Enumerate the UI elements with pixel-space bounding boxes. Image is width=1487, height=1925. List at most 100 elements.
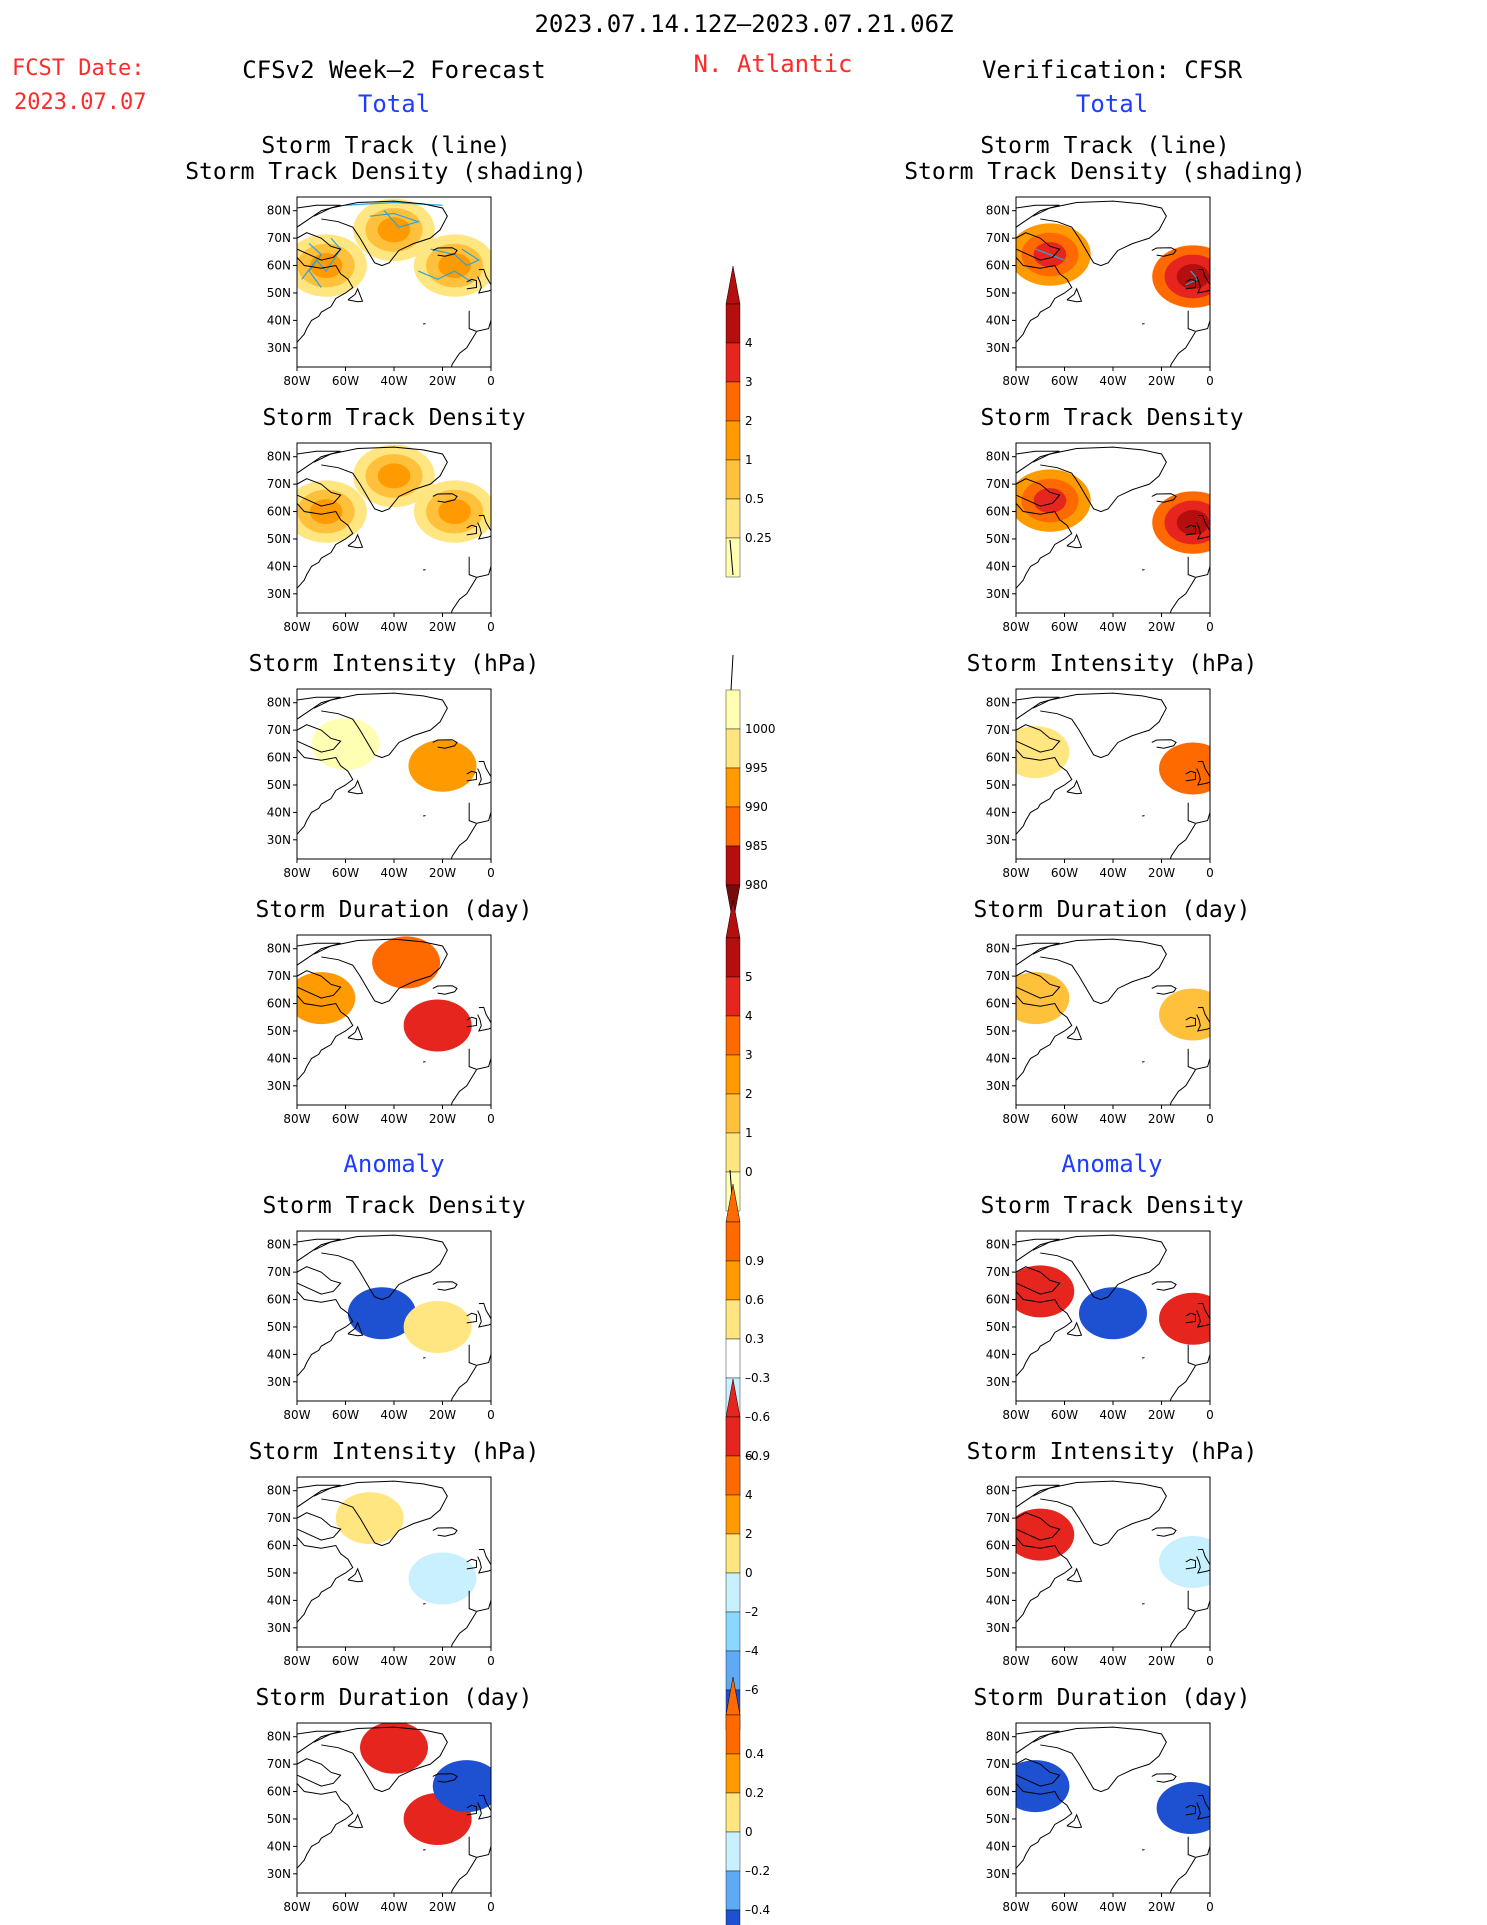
coastline-africa [1169,1365,1196,1401]
coastline-africa [1169,1611,1196,1647]
colorbar-label: 1 [745,1126,753,1140]
period-title: 2023.07.14.12Z–2023.07.21.06Z [534,10,954,38]
y-tick-label: 60N [267,505,291,519]
coastline-africa [450,1611,477,1647]
coastline-britain [1196,1794,1210,1820]
x-tick-label: 20W [429,1654,456,1668]
fc-density-title: Storm Track Density [262,405,526,431]
x-tick-label: 80W [283,1408,310,1422]
coastline-newfound [347,779,364,795]
x-tick-label: 0 [487,866,495,880]
map-panel-fc_density_track: 80W 60W 40W 20W 0 80N 70N 60N 50N 40N 30N [267,196,495,388]
y-tick-label: 40N [267,313,291,327]
x-tick-label: 20W [1148,1900,1175,1914]
field-blob [1159,1292,1210,1345]
coastline-britain [477,1302,491,1328]
y-tick-label: 80N [267,1484,291,1498]
storm-track-line [418,270,472,283]
colorbar-swatch [725,303,741,344]
x-tick-label: 20W [1148,1112,1175,1126]
colorbar-label: 0.25 [745,531,772,545]
coastline-iceland [432,493,458,503]
vf-intensity-anom-title: Storm Intensity (hPa) [966,1439,1258,1465]
coastline-ireland [466,278,477,290]
coastline-africa [450,1365,477,1401]
coastline-iceland [432,985,458,995]
colorbar-duration_anom: 0.4 0.2 0 –0.2 –0.4 [725,1676,770,1925]
coastline-newfound [1066,287,1083,303]
coastline-greenland [1032,446,1167,513]
field-blob [377,217,411,243]
x-tick-label: 60W [332,1112,359,1126]
x-tick-label: 0 [1206,1408,1214,1422]
y-tick-label: 70N [986,1511,1010,1525]
colorbar-label: 0 [745,1825,753,1839]
y-tick-label: 30N [986,1079,1010,1093]
y-tick-label: 80N [986,1730,1010,1744]
vf-duration-title: Storm Duration (day) [973,897,1251,923]
fcst-date-value: 2023.07.07 [14,90,147,115]
x-tick-label: 0 [1206,620,1214,634]
coastline-britain [1196,1548,1210,1574]
y-tick-label: 80N [267,1730,291,1744]
colorbar-label: 0.3 [745,1332,764,1346]
colorbar-swatch [725,459,741,500]
field-blob [1159,1536,1210,1588]
y-tick-label: 40N [986,559,1010,573]
coastline-newfound [1066,533,1083,549]
coastline-iceland [1151,739,1177,749]
forecast-anomaly-label: Anomaly [343,1150,445,1178]
coastline-labrador [1016,256,1073,343]
coastline-greenland [1032,692,1167,759]
coastline-labrador [297,994,354,1081]
field-blob [1016,726,1070,779]
colorbar-label: 0.4 [745,1747,764,1761]
x-tick-label: 60W [332,1900,359,1914]
coastline-africa [450,331,477,367]
storm-track-line [430,248,481,267]
colorbar-label: –2 [745,1605,759,1619]
x-tick-label: 20W [429,1112,456,1126]
storm-track-line [1035,248,1065,261]
coastline-africa [1169,1857,1196,1893]
coastline-newfound [1066,1321,1083,1337]
x-tick-label: 80W [283,620,310,634]
coastline-ireland [466,524,477,536]
coastline-baffin [1016,970,1061,999]
colorbar-swatch [725,1909,741,1925]
y-tick-label: 70N [986,477,1010,491]
y-tick-label: 70N [986,231,1010,245]
x-tick-label: 80W [1002,866,1029,880]
y-tick-label: 50N [986,778,1010,792]
colorbar-swatch [725,1753,741,1794]
coastline-iberia [1187,1590,1210,1612]
x-tick-label: 40W [1099,1900,1126,1914]
coastline-ireland [1185,770,1196,782]
fc-intensity-anom-title: Storm Intensity (hPa) [248,1439,540,1465]
coastline-iceland [432,247,458,257]
coastline-ellesmere [297,1484,341,1508]
coastline-africa [1169,823,1196,859]
colorbar-swatch [725,1792,741,1833]
field-blob [403,1300,472,1353]
coastline-iberia [1187,1836,1210,1858]
x-tick-label: 60W [1051,866,1078,880]
map-panel-fc_intensity: 80W 60W 40W 20W 0 80N 70N 60N 50N 40N 30N [267,688,495,880]
coastline-africa [1169,577,1196,613]
x-tick-label: 40W [380,866,407,880]
coastline-labrador [297,748,354,835]
coastline-labrador [1016,748,1073,835]
x-tick-label: 40W [1099,1112,1126,1126]
y-tick-label: 40N [986,1347,1010,1361]
y-tick-label: 30N [986,833,1010,847]
colorbar-label: 980 [745,878,768,892]
x-tick-label: 60W [332,866,359,880]
x-tick-label: 80W [1002,1112,1029,1126]
colorbar-label: 6 [745,1449,753,1463]
fc-duration-anom-title: Storm Duration (day) [255,1685,533,1711]
coastline-africa [1169,1069,1196,1105]
colorbar-label: –0.3 [745,1371,770,1385]
y-tick-label: 60N [986,259,1010,273]
colorbar-swatch [725,1494,741,1535]
